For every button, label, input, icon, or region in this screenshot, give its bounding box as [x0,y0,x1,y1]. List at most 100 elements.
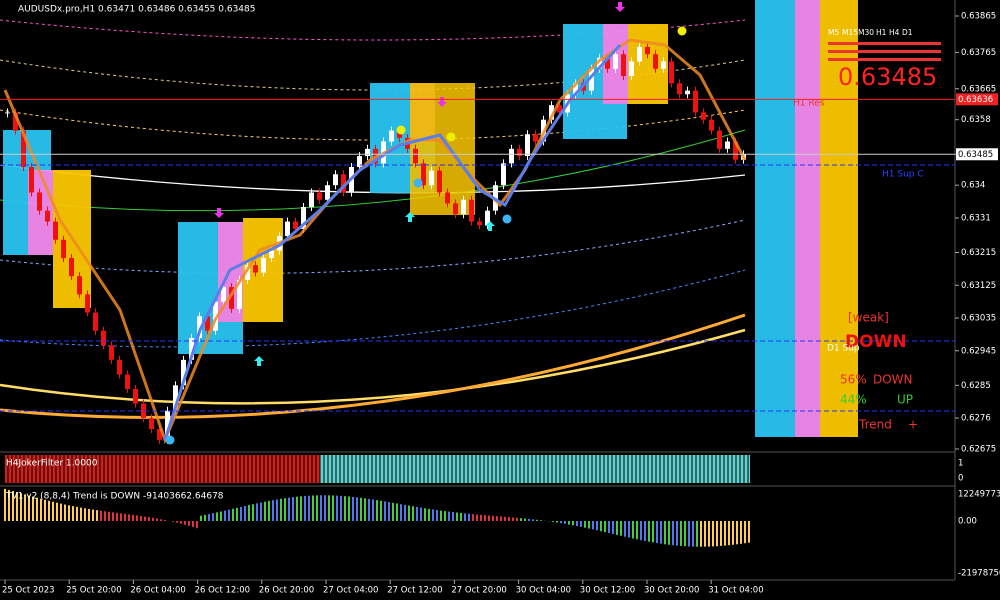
filter-tick: 0 [958,474,963,484]
timeframe: D1 [902,28,913,37]
candle [589,68,594,91]
candle [573,83,578,95]
tv1-label: TV1 v2 (8,8,4) Trend is DOWN -91403662.6… [5,492,224,502]
timeframe: M30 [858,28,874,37]
candle [269,250,274,258]
candle [613,54,618,69]
price-badge [956,93,998,106]
candle [389,130,394,142]
candle [557,105,562,113]
candle [125,374,130,389]
down-label: DOWN [873,373,913,387]
candle [501,163,506,186]
signal: DOWN [845,332,907,352]
candle [397,130,402,138]
price-tick-label: 0.634 [961,181,985,191]
candle [181,359,186,386]
candle [205,316,210,331]
time-label: 30 Oct 20:00 [644,586,699,596]
candle [605,57,610,69]
candle [533,134,538,142]
candle [173,385,178,411]
time-label: 26 Oct 20:00 [259,586,314,596]
candle [221,287,226,302]
price-tick-label: 0.63865 [961,12,996,22]
up-label: UP [897,393,913,407]
time-label: 27 Oct 04:00 [323,586,378,596]
candle [365,148,370,157]
candle [229,287,234,309]
filter-hatch [7,455,749,483]
candle [421,163,426,186]
candle [661,61,666,69]
candle [357,156,362,168]
candles [5,42,746,444]
timeframe: H4 [889,28,900,37]
candle [261,257,266,273]
candle [453,203,458,215]
price-tick-label: 0.6331 [961,213,991,223]
candle [37,192,42,211]
candle [733,141,738,160]
candle [597,57,602,69]
time-label: 25 Oct 20:00 [66,586,121,596]
timeframe: H1 [876,28,887,37]
candle [93,312,98,331]
candle [645,46,650,55]
candle [109,345,114,360]
tv1-histogram [4,488,750,547]
time-label: 27 Oct 12:00 [387,586,442,596]
h1-res: H1 Res [793,99,825,109]
candle [477,221,482,226]
candle [293,221,298,229]
candle [165,410,170,440]
price-tick-label: 0.6276 [961,414,991,424]
timeframe: M15 [842,28,858,37]
arrows [165,2,687,445]
price-tick-label: 0.63765 [961,48,996,58]
info-panel: M5 M15 M30 H1 H4 D1 0.63485 H1 Res H1 Sup C [… [793,28,941,432]
h1-sup: H1 Sup C [882,170,924,180]
price-badge-label: 0.63485 [958,150,993,160]
candle [509,148,514,164]
candle [61,239,66,258]
time-label: 30 Oct 12:00 [580,586,635,596]
candle [637,46,642,62]
price-tick-label: 0.63125 [961,281,996,291]
candle [5,112,10,114]
candle [701,112,706,120]
candle [157,428,162,440]
price-tick-label: 0.62945 [961,346,996,356]
candle [213,301,218,331]
candle [301,207,306,229]
time-label: 30 Oct 04:00 [516,586,571,596]
candle [677,83,682,95]
trend-sign: + [908,418,918,432]
up-pct: 44% [840,393,867,407]
candle [21,130,26,168]
candle [669,61,674,84]
down-pct: 56% [840,373,867,387]
filter-tick: 1 [958,459,963,469]
candle [485,210,490,226]
candle [309,192,314,208]
timeframe: M5 [828,28,839,37]
tv1-tick: -21978756 [958,569,1000,579]
time-label: 25 Oct 2023 [2,586,55,596]
price-tick-label: 0.63215 [961,248,996,258]
candle [445,192,450,204]
candle [461,199,466,215]
filter-label: H4JokerFilter 1.0000 [6,459,98,469]
candle [45,210,50,222]
candle [653,54,658,69]
candle [133,388,138,404]
price-tick-label: 0.62675 [961,445,996,455]
trend-label: Trend [858,418,892,432]
levels [0,98,955,155]
candle [717,130,722,149]
candle [549,105,554,120]
candle [141,403,146,419]
candle [245,265,250,280]
time-label: 26 Oct 04:00 [130,586,185,596]
big-price: 0.63485 [838,63,937,91]
